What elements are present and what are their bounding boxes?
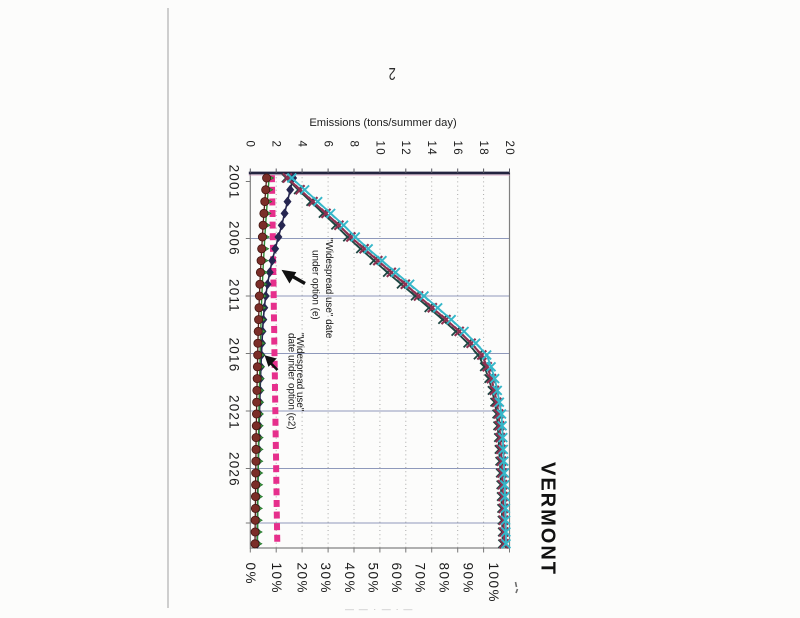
svg-text:90%: 90% bbox=[461, 563, 476, 595]
svg-text:80%: 80% bbox=[437, 563, 452, 595]
svg-text:60%: 60% bbox=[389, 563, 404, 595]
svg-text:0%: 0% bbox=[243, 563, 258, 586]
svg-text:2006: 2006 bbox=[226, 221, 241, 256]
svg-text:"Widespread use": "Widespread use" bbox=[294, 333, 305, 412]
svg-text:2011: 2011 bbox=[226, 279, 241, 313]
svg-text:16: 16 bbox=[451, 141, 463, 157]
svg-text:6: 6 bbox=[321, 141, 333, 149]
svg-text:70%: 70% bbox=[413, 563, 428, 595]
svg-text:14: 14 bbox=[425, 141, 437, 157]
svg-text:2: 2 bbox=[270, 141, 282, 149]
svg-text:0: 0 bbox=[244, 141, 256, 149]
svg-text:2001: 2001 bbox=[226, 165, 241, 200]
svg-text:2016: 2016 bbox=[226, 338, 241, 373]
svg-text:10: 10 bbox=[373, 141, 385, 157]
svg-text:100%: 100% bbox=[486, 563, 501, 604]
svg-text:30%: 30% bbox=[318, 563, 333, 595]
svg-text:40%: 40% bbox=[342, 563, 357, 595]
svg-text:20: 20 bbox=[503, 141, 515, 157]
svg-text:12: 12 bbox=[399, 141, 411, 157]
svg-text:VERMONT: VERMONT bbox=[537, 462, 559, 576]
svg-text:under option (e): under option (e) bbox=[310, 250, 321, 320]
svg-text:Emissions (tons/summer day): Emissions (tons/summer day) bbox=[309, 117, 457, 129]
svg-text:8: 8 bbox=[347, 141, 359, 149]
svg-text:date under option (c2): date under option (c2) bbox=[286, 333, 297, 430]
svg-text:2026: 2026 bbox=[226, 452, 241, 487]
svg-text:"Widespread use" date: "Widespread use" date bbox=[323, 238, 334, 339]
svg-text:20%: 20% bbox=[295, 563, 310, 595]
svg-text:10%: 10% bbox=[269, 563, 284, 595]
svg-text:4: 4 bbox=[296, 141, 308, 149]
svg-text:50%: 50% bbox=[366, 563, 381, 595]
svg-text:18: 18 bbox=[477, 141, 489, 157]
svg-text:2021: 2021 bbox=[226, 395, 241, 430]
